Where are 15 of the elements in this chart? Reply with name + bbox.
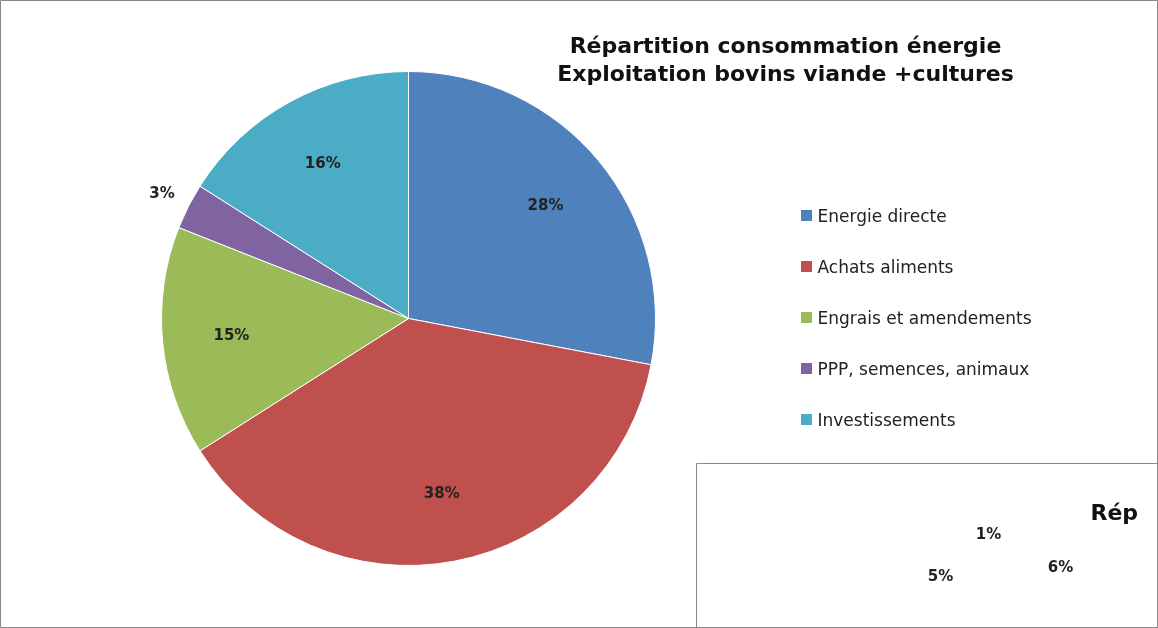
text: 5% (927, 566, 954, 585)
text: 1% (975, 524, 1002, 543)
chart-title: Répartition consommation énergie Exploitation bovins viande +cultures (557, 33, 1014, 86)
legend-label: PPP, semences, animaux (817, 358, 1030, 379)
data-label: 28% (527, 196, 564, 215)
data-label: 3% (149, 183, 175, 202)
legend-label: Energie directe (817, 205, 947, 226)
legend-label: Engrais et amendements (817, 307, 1032, 328)
data-label: 38% (423, 484, 460, 503)
data-label: 15% (213, 326, 250, 345)
legend-label: Investissements (817, 409, 956, 430)
legend-label: Achats aliments (817, 256, 954, 277)
text: Rép (1090, 500, 1139, 525)
data-label: 16% (304, 153, 341, 172)
text: 6% (1047, 557, 1074, 576)
